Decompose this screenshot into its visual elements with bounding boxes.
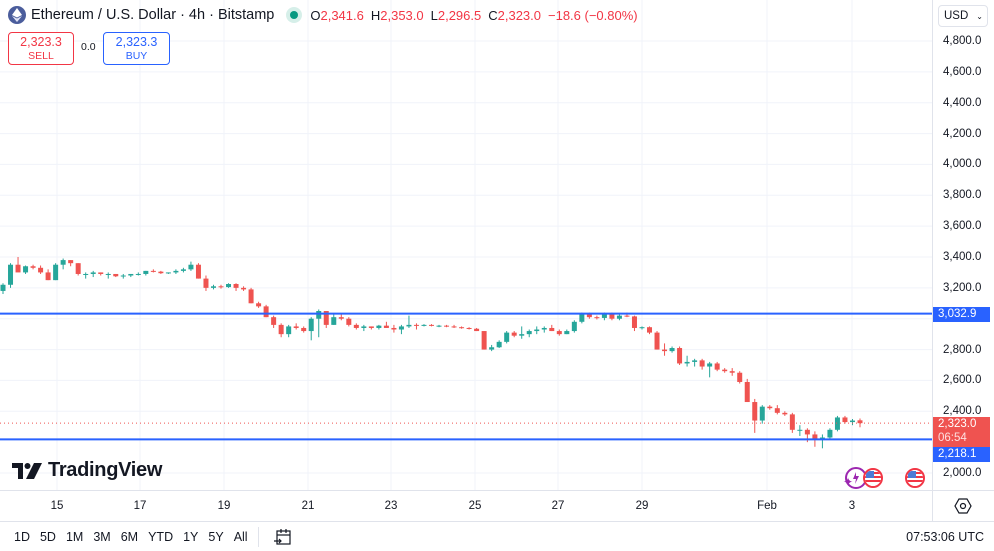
buy-label: BUY [125,49,148,62]
go-to-date-icon[interactable] [273,527,293,547]
tradingview-logo[interactable]: TradingView [12,459,162,482]
time-tick: 3 [848,500,856,512]
price-tick: 3,200.0 [943,281,982,294]
currency-select[interactable]: USD ⌄ [938,5,988,27]
sparkle-icon: ✦ [843,475,854,489]
time-tick: 25 [468,500,482,512]
time-axis[interactable]: 15 17 19 21 23 25 27 29 Feb 3 [0,490,994,521]
price-tick: 3,400.0 [943,251,982,263]
candlestick-chart[interactable] [0,0,932,490]
price-change: −18.6 (−0.80%) [548,7,638,23]
chart-settings-icon[interactable] [954,497,972,515]
utc-clock[interactable]: 07:53:06 UTC [906,529,984,544]
spread-value: 0.0 [81,41,96,53]
sell-label: SELL [28,49,54,62]
tradingview-logo-icon [12,462,42,479]
time-tick: 19 [217,500,231,512]
currency-value: USD [944,10,969,22]
support-price-label: 2,218.1 [933,447,990,462]
last-price-label: 2,323.0 06:54 [933,417,990,447]
range-1m[interactable]: 1M [65,529,84,544]
time-tick: 29 [635,500,649,512]
price-tick: 4,400.0 [943,96,982,109]
bottom-toolbar: 1D 5D 1M 3M 6M YTD 1Y 5Y All 07:53:06 UT… [0,521,994,551]
price-tick: 3,800.0 [943,189,982,202]
range-5d[interactable]: 5D [39,529,56,544]
us-economic-event-icon[interactable] [863,468,883,488]
ohlc-values: O2,341.6 H2,353.0 L2,296.5 C2,323.0 −18.… [310,7,638,23]
price-tick: 4,800.0 [943,35,982,47]
price-tick: 2,800.0 [943,343,982,356]
logo-text: TradingView [48,459,163,481]
range-5y[interactable]: 5Y [208,529,224,544]
range-all[interactable]: All [233,529,248,544]
range-6m[interactable]: 6M [120,529,139,544]
price-tick: 4,200.0 [943,127,982,140]
divider [257,526,259,547]
price-axis[interactable]: 4,800.0 4,600.0 4,400.0 4,200.0 4,000.0 3,800… [932,0,994,490]
buy-button[interactable]: 2,323.3 BUY [103,32,170,65]
price-tick: 2,600.0 [943,374,982,387]
market-open-status-icon [286,7,303,23]
symbol-legend: Ethereum / U.S. Dollar · 4h · Bitstamp O… [8,6,638,24]
price-tick: 4,000.0 [943,158,982,171]
time-tick: 21 [301,500,315,512]
price-tick: 4,600.0 [943,65,982,78]
buy-price: 2,323.3 [115,34,158,49]
price-tick: 2,400.0 [943,405,982,418]
range-1d[interactable]: 1D [14,529,30,544]
range-1y[interactable]: 1Y [183,529,199,544]
chart-canvas[interactable]: Ethereum / U.S. Dollar · 4h · Bitstamp O… [0,0,932,490]
range-3m[interactable]: 3M [93,529,111,544]
price-tick: 3,600.0 [943,220,982,233]
time-tick: 23 [384,500,398,512]
time-tick: 15 [50,500,64,512]
time-tick: Feb [757,500,777,512]
resistance-price-label: 3,032.9 [933,307,990,322]
chevron-down-icon: ⌄ [976,11,983,21]
range-ytd[interactable]: YTD [148,529,174,544]
ethereum-icon [8,6,26,24]
sell-button[interactable]: 2,323.3 SELL [8,32,74,65]
time-tick: 27 [551,500,565,512]
us-economic-event-icon-2[interactable] [905,468,925,488]
bar-countdown: 06:54 [938,432,967,444]
sell-price: 2,323.3 [20,34,62,49]
time-tick: 17 [133,500,147,512]
symbol-title[interactable]: Ethereum / U.S. Dollar · 4h · Bitstamp [31,7,275,23]
price-tick: 2,000.0 [943,467,982,479]
